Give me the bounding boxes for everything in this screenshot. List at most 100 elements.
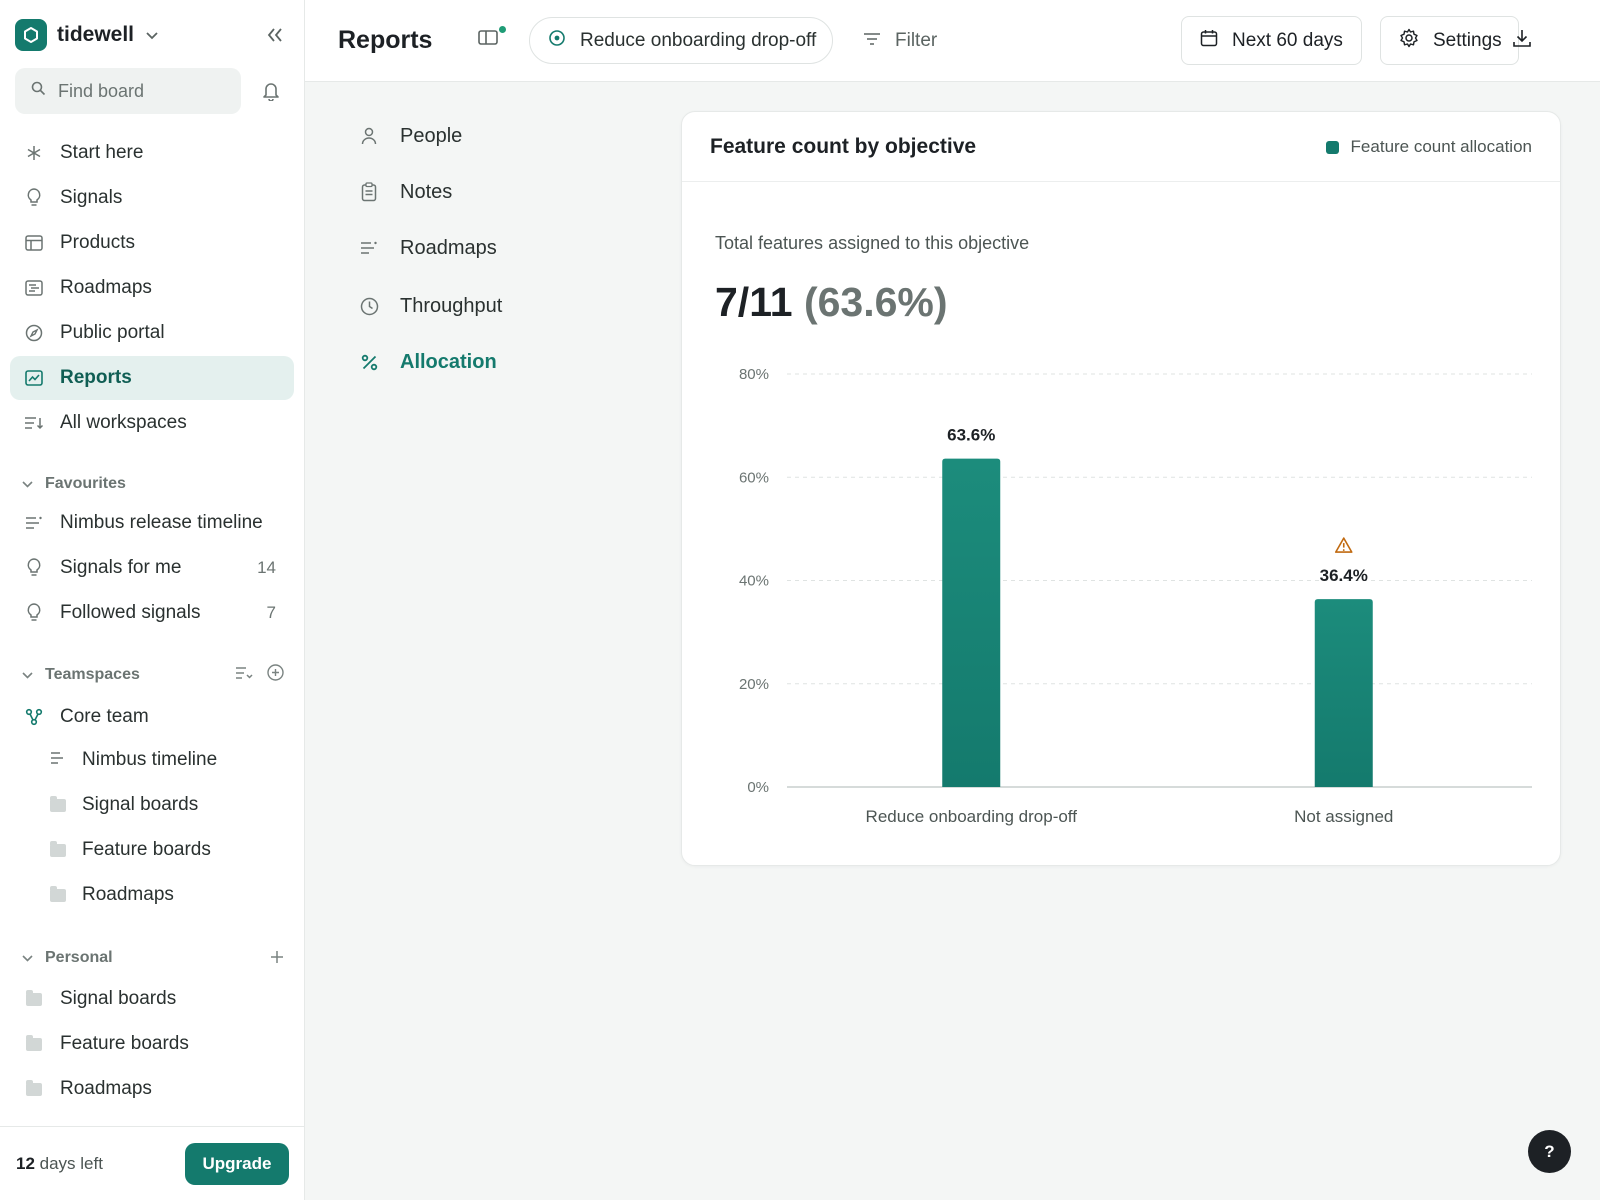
upgrade-button[interactable]: Upgrade (185, 1142, 289, 1185)
metric-label: Total features assigned to this objectiv… (715, 233, 1030, 253)
chart-legend: Feature count allocation (1325, 137, 1532, 157)
workspace-name: tidewell (57, 23, 135, 46)
folder-icon (24, 989, 44, 1009)
asterisk-icon (24, 143, 44, 163)
filter-label: Filter (895, 30, 938, 51)
report-nav-label: Roadmaps (400, 236, 497, 259)
bar (942, 458, 1001, 787)
filter-button[interactable]: Filter (863, 24, 937, 58)
nav-all-workspaces[interactable]: All workspaces (10, 401, 294, 445)
bar-data-label: 36.4% (1320, 566, 1368, 585)
team-item-signal-boards[interactable]: Signal boards (36, 784, 294, 826)
chevron-down-icon (22, 951, 33, 965)
fav-label: Nimbus release timeline (60, 512, 263, 533)
report-nav-roadmaps[interactable]: Roadmaps (358, 228, 497, 268)
workspace-logo-icon (15, 19, 47, 51)
nav-signals[interactable]: Signals (10, 176, 294, 220)
report-nav-throughput[interactable]: Throughput (358, 286, 502, 326)
personal-item-label: Roadmaps (60, 1078, 152, 1099)
workspace-switcher[interactable]: tidewell (15, 19, 158, 51)
person-icon (358, 127, 380, 145)
date-range-label: Next 60 days (1232, 29, 1343, 51)
chevron-down-icon (22, 668, 33, 682)
fav-nimbus-release-timeline[interactable]: Nimbus release timeline (10, 501, 294, 545)
trial-status: 12 days left (16, 1154, 103, 1174)
timeline-icon (24, 513, 44, 533)
nav-reports[interactable]: Reports (10, 356, 294, 400)
filter-icon (863, 30, 881, 52)
settings-button[interactable]: Settings (1380, 16, 1519, 65)
personal-item-roadmaps[interactable]: Roadmaps (10, 1067, 294, 1111)
warning-icon (1334, 537, 1353, 553)
bell-icon[interactable] (258, 78, 284, 104)
lightbulb-icon (24, 188, 44, 208)
nav-start-here[interactable]: Start here (10, 131, 294, 175)
nav-roadmaps[interactable]: Roadmaps (10, 266, 294, 310)
y-tick-label: 20% (739, 676, 769, 693)
fav-label: Signals for me (60, 557, 182, 578)
team-item-nimbus-timeline[interactable]: Nimbus timeline (36, 739, 294, 781)
download-icon[interactable] (1512, 28, 1538, 54)
timeline-icon (50, 749, 66, 771)
followed-count-badge: 7 (266, 603, 276, 622)
nav-label: Reports (60, 367, 132, 388)
date-range-button[interactable]: Next 60 days (1181, 16, 1362, 65)
clock-icon (358, 297, 380, 316)
table-icon (24, 233, 44, 253)
fav-label: Followed signals (60, 602, 201, 623)
folder-icon (50, 840, 66, 857)
compass-icon (24, 323, 44, 343)
add-icon[interactable] (270, 948, 284, 969)
team-item-roadmaps[interactable]: Roadmaps (36, 874, 294, 916)
personal-section-header[interactable]: Personal (22, 946, 284, 970)
sort-icon[interactable] (235, 664, 253, 686)
report-card: Feature count by objective Feature count… (681, 111, 1561, 866)
personal-actions (270, 948, 284, 969)
chevron-down-icon (22, 477, 33, 491)
team-item-label: Signal boards (82, 794, 199, 815)
team-item-feature-boards[interactable]: Feature boards (36, 829, 294, 871)
roadmap-lines-icon (358, 241, 380, 255)
y-tick-label: 40% (739, 573, 769, 590)
favourites-title: Favourites (45, 475, 126, 492)
personal-item-feature-boards[interactable]: Feature boards (10, 1022, 294, 1066)
find-board-search[interactable] (15, 68, 241, 114)
nav-public-portal[interactable]: Public portal (10, 311, 294, 355)
find-board-input[interactable] (58, 80, 228, 102)
lightbulb-icon (24, 603, 44, 623)
help-button[interactable]: ? (1528, 1130, 1571, 1173)
y-tick-label: 80% (739, 366, 769, 383)
report-nav-label: Allocation (400, 350, 497, 373)
x-tick-label: Reduce onboarding drop-off (866, 807, 1078, 826)
fav-signals-for-me[interactable]: Signals for me 14 (10, 546, 294, 590)
teamspace-core-team[interactable]: Core team (10, 695, 294, 739)
add-teamspace-icon[interactable] (267, 664, 284, 686)
sidebar: tidewell Start here Signals Products (0, 0, 305, 1200)
report-nav-people[interactable]: People (358, 116, 462, 156)
y-tick-label: 0% (747, 779, 769, 796)
warning-icon-dot (1342, 549, 1345, 551)
nav-products[interactable]: Products (10, 221, 294, 265)
report-nav-allocation[interactable]: Allocation (358, 342, 497, 382)
calendar-icon (1200, 29, 1218, 53)
collapse-sidebar-icon[interactable] (262, 22, 288, 48)
panel-toggle-icon[interactable] (478, 26, 506, 52)
folder-icon (24, 1079, 44, 1099)
teamspaces-title: Teamspaces (45, 666, 140, 683)
personal-item-signal-boards[interactable]: Signal boards (10, 977, 294, 1021)
bar-data-label: 63.6% (947, 426, 995, 445)
lightbulb-icon (24, 558, 44, 578)
favourites-section-header[interactable]: Favourites (22, 472, 284, 496)
folder-icon (24, 1034, 44, 1054)
report-nav-notes[interactable]: Notes (358, 172, 452, 212)
report-nav-label: People (400, 124, 463, 147)
chevron-down-icon (146, 28, 158, 43)
page-title: Reports (338, 26, 433, 54)
teamspaces-section-header[interactable]: Teamspaces (22, 663, 284, 687)
status-dot (499, 26, 506, 33)
percent-icon (358, 354, 380, 371)
objective-selector[interactable]: Reduce onboarding drop-off (529, 17, 833, 64)
legend-swatch (1325, 140, 1339, 154)
fav-followed-signals[interactable]: Followed signals 7 (10, 591, 294, 635)
allocation-bar-chart: 0% 20% 40% 60% 80% 63.6% Reduce onboarding dro… (739, 366, 1532, 826)
